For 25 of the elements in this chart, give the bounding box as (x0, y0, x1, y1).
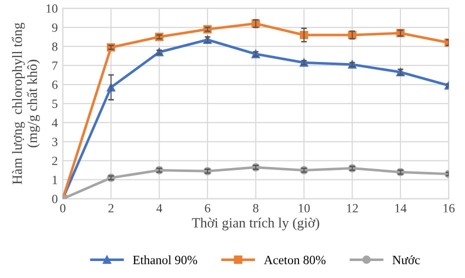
legend-label: Nước (392, 255, 420, 264)
x-tick-label: 4 (156, 204, 162, 212)
legend-label: Ethanol 90% (132, 255, 198, 264)
y-tick-label: 10 (46, 4, 58, 13)
y-tick-label: 4 (52, 118, 58, 127)
y-axis-title: Hàm lượng chlorophyll tổng (mg/g chất khô) (12, 22, 40, 184)
x-tick-label: 10 (298, 204, 310, 212)
x-axis-title: Thời gian trích ly (giờ) (192, 218, 320, 230)
y-tick-label: 5 (52, 100, 58, 108)
x-tick-label: 8 (253, 204, 258, 212)
x-tick-label: 16 (444, 204, 455, 212)
y-tick-label: 6 (52, 80, 58, 89)
x-tick-label: 14 (395, 204, 407, 212)
x-tick-label: 12 (347, 204, 358, 212)
y-tick-label: 8 (52, 42, 58, 51)
y-tick-label: 2 (52, 156, 58, 166)
y-tick-label: 0 (52, 194, 58, 204)
y-tick-label: 9 (52, 23, 58, 32)
legend-label: Aceton 80% (264, 256, 326, 264)
y-tick-label: 7 (52, 62, 58, 70)
y-tick-label: 1 (52, 176, 58, 184)
x-tick-label: 2 (108, 204, 114, 212)
y-tick-label: 3 (52, 138, 58, 146)
x-tick-label: 0 (60, 204, 66, 212)
x-tick-label: 6 (204, 204, 210, 212)
